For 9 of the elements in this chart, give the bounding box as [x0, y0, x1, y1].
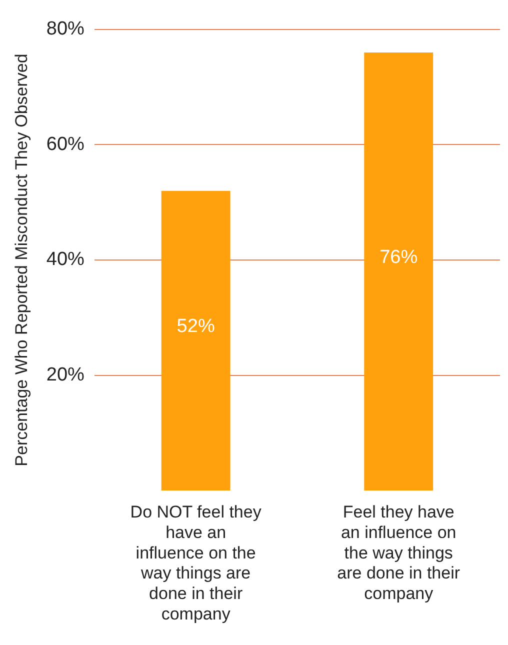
y-tick-label: 60% — [46, 134, 85, 155]
y-tick-label: 80% — [46, 18, 85, 40]
y-tick-label: 20% — [46, 364, 85, 386]
data-label: 52% — [176, 316, 215, 337]
data-label: 76% — [380, 246, 418, 268]
x-tick-label: Feel they have an influence on the way things are done in their company — [337, 502, 460, 604]
y-axis-title: Percentage Who Reported Misconduct They Observed — [12, 54, 31, 466]
x-tick-label: Do NOT feel they have an influence on the way things are done in their company — [130, 502, 262, 624]
y-tick-label: 40% — [46, 249, 85, 270]
